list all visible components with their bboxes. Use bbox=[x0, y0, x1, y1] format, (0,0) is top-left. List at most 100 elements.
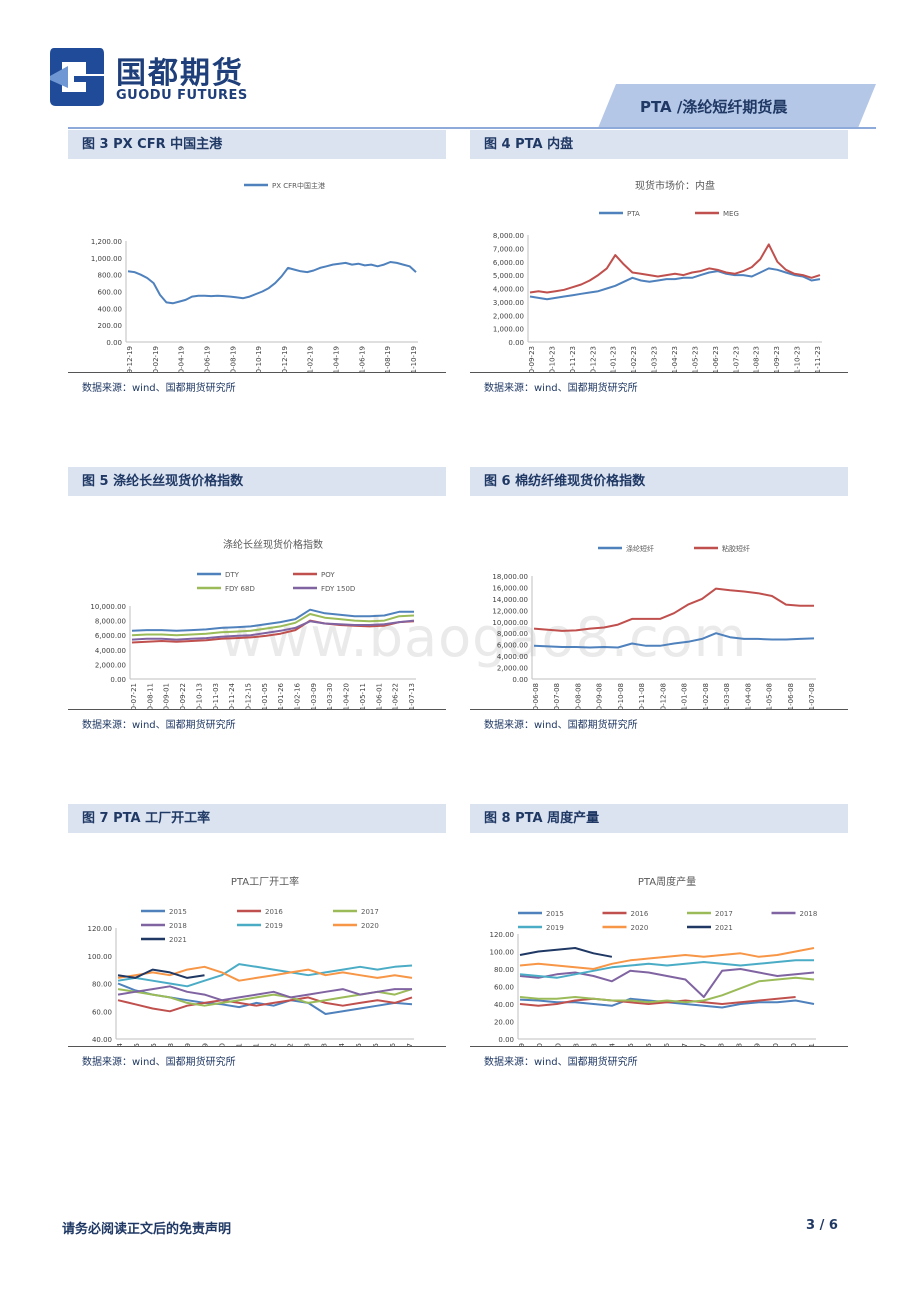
x-tick-label: 2020-10-13 bbox=[195, 683, 203, 709]
y-tick-label: 1,000.00 bbox=[91, 255, 122, 263]
y-tick-label: 1,000.00 bbox=[493, 326, 524, 334]
data-source: 数据来源：wind、国都期货研究所 bbox=[484, 383, 638, 394]
chart-px-cfr: PX CFR中国主港 1,200.00 1,000.00 800.00 600.00 40… bbox=[91, 181, 418, 372]
x-tick-label: 2021-03-08 bbox=[723, 683, 731, 709]
y-tick-label: 1,200.00 bbox=[91, 238, 122, 246]
x-tick-label: 2021-01-05 bbox=[261, 683, 269, 709]
x-tick-label: 04-19 bbox=[201, 1043, 209, 1046]
chart-title: 现货市场价：内盘 bbox=[635, 179, 715, 192]
series-line bbox=[533, 632, 815, 649]
x-tick-label: 02-15 bbox=[150, 1043, 158, 1046]
x-tick-label: 2020-12-23 bbox=[589, 346, 597, 372]
x-tick-label: 10-09 bbox=[754, 1043, 762, 1046]
x-tick-label: 2020-10-19 bbox=[255, 346, 263, 372]
y-tick-label: 40.00 bbox=[92, 1036, 112, 1044]
y-tick-label: 8,000.00 bbox=[497, 630, 528, 638]
legend-label: MEG bbox=[723, 210, 739, 218]
y-tick-label: 3,000.00 bbox=[493, 299, 524, 307]
series-line bbox=[519, 968, 815, 998]
panel-heading: 图 6 棉纺纤维现货价格指数 bbox=[470, 467, 848, 496]
x-tick-label: 02-20 bbox=[554, 1043, 562, 1046]
legend-label: FDY 68D bbox=[225, 585, 255, 593]
x-tick-label: 2020-09-23 bbox=[528, 346, 536, 372]
x-tick-label: 09-13 bbox=[321, 1043, 329, 1046]
x-tick-label: 2021-05-08 bbox=[766, 683, 774, 709]
x-tick-label: 03-08 bbox=[167, 1043, 175, 1046]
x-tick-label: 10-04 bbox=[338, 1042, 346, 1046]
x-tick-label: 12-27 bbox=[406, 1043, 414, 1046]
y-tick-label: 4,000.00 bbox=[95, 647, 126, 655]
panel-heading: 图 7 PTA 工厂开工率 bbox=[68, 804, 446, 833]
page-number: 3 / 6 bbox=[806, 1218, 838, 1233]
logo-text-en: GUODU FUTURES bbox=[116, 88, 248, 103]
series-line bbox=[533, 587, 814, 632]
legend-label: FDY 150D bbox=[321, 585, 355, 593]
x-tick-label: 2020-12-15 bbox=[244, 683, 252, 709]
x-tick-label: 08-23 bbox=[304, 1043, 312, 1046]
x-tick-label: 04-24 bbox=[609, 1042, 617, 1046]
series-line bbox=[519, 996, 796, 1007]
y-tick-label: 5,000.00 bbox=[493, 272, 524, 280]
x-tick-label: 2020-04-19 bbox=[178, 346, 186, 372]
panel-heading: 图 4 PTA 内盘 bbox=[470, 130, 848, 159]
chart-area: PTA周度产量 2015 2016 2017 2018 2019 2020 2021 120.0… bbox=[470, 833, 848, 1047]
x-tick-label: 2021-04-23 bbox=[671, 346, 679, 372]
y-tick-label: 60.00 bbox=[494, 984, 514, 992]
series-line bbox=[131, 613, 415, 637]
x-tick-label: 2021-10-19 bbox=[410, 346, 418, 372]
y-tick-label: 4,000.00 bbox=[497, 653, 528, 661]
guodu-logo-icon bbox=[50, 48, 104, 106]
figure-panel-6: 图 6 棉纺纤维现货价格指数 涤纶短纤 粘胶短纤 18,000.00 16,000.0… bbox=[470, 467, 848, 731]
legend-label: POY bbox=[321, 571, 335, 579]
x-tick-label: 10-25 bbox=[355, 1043, 363, 1046]
series-line bbox=[127, 261, 417, 305]
x-tick-label: 2019-12-19 bbox=[126, 346, 134, 372]
series-line bbox=[519, 947, 815, 970]
series-line bbox=[117, 996, 413, 1013]
chart-area: 现货市场价：内盘 PTA MEG 8,000.00 7,000.00 6,000.00 5,… bbox=[470, 159, 848, 373]
y-tick-label: 100.00 bbox=[88, 953, 113, 961]
x-tick-label: 2020-12-08 bbox=[659, 683, 667, 709]
chart-title: PTA周度产量 bbox=[638, 875, 696, 888]
x-tick-label: 2020-07-08 bbox=[553, 683, 561, 709]
y-tick-label: 8,000.00 bbox=[95, 618, 126, 626]
y-tick-label: 40.00 bbox=[494, 1001, 514, 1009]
chart-staple-fiber-index: 涤纶短纤 粘胶短纤 18,000.00 16,000.00 14,000.00 12,00… bbox=[492, 544, 816, 709]
x-tick-label: 2021-02-19 bbox=[307, 346, 315, 372]
legend-label: 2018 bbox=[169, 922, 187, 930]
x-tick-label: 2020-08-08 bbox=[574, 683, 582, 709]
x-tick-label: 2021-04-19 bbox=[333, 346, 341, 372]
x-tick-label: 2021-10-23 bbox=[794, 346, 802, 372]
x-tick-label: 03-13 bbox=[572, 1043, 580, 1046]
y-tick-label: 80.00 bbox=[494, 966, 514, 974]
y-tick-label: 10,000.00 bbox=[90, 603, 126, 611]
y-tick-label: 20.00 bbox=[494, 1019, 514, 1027]
series-line bbox=[117, 985, 412, 1002]
x-tick-label: 09-18 bbox=[736, 1043, 744, 1046]
x-tick-label: 2020-08-11 bbox=[146, 683, 154, 709]
series-line bbox=[519, 976, 815, 1004]
x-tick-label: 2021-05-23 bbox=[691, 346, 699, 372]
y-tick-label: 16,000.00 bbox=[492, 584, 528, 592]
y-tick-label: 6,000.00 bbox=[95, 632, 126, 640]
panel-heading: 图 3 PX CFR 中国主港 bbox=[68, 130, 446, 159]
x-tick-label: 05-15 bbox=[627, 1043, 635, 1046]
figure-panel-4: 图 4 PTA 内盘 现货市场价：内盘 PTA MEG 8,000.00 7,000.0… bbox=[470, 130, 848, 394]
x-tick-label: 11-15 bbox=[372, 1043, 380, 1046]
legend-label: 2017 bbox=[361, 908, 379, 916]
x-tick-label: 2020-09-08 bbox=[596, 683, 604, 709]
x-tick-label: 2021-11-23 bbox=[814, 346, 822, 372]
legend-label: 涤纶短纤 bbox=[626, 544, 654, 553]
legend-label: 2021 bbox=[169, 936, 187, 944]
x-tick-label: 11-20 bbox=[790, 1043, 798, 1046]
y-tick-label: 0.00 bbox=[512, 676, 528, 684]
data-source: 数据来源：wind、国都期货研究所 bbox=[484, 720, 638, 731]
chart-area: PTA工厂开工率 2015 2016 2017 2018 2019 2020 2021 120.… bbox=[68, 833, 446, 1047]
figure-panel-8: 图 8 PTA 周度产量 PTA周度产量 2015 2016 2017 2018 2019… bbox=[470, 804, 848, 1068]
x-tick-label: 08-02 bbox=[287, 1043, 295, 1046]
header-rule bbox=[68, 127, 876, 129]
x-tick-label: 2021-02-08 bbox=[702, 683, 710, 709]
x-tick-label: 2021-05-11 bbox=[359, 683, 367, 709]
legend-label: 2016 bbox=[631, 910, 649, 918]
data-source: 数据来源：wind、国都期货研究所 bbox=[484, 1057, 638, 1068]
